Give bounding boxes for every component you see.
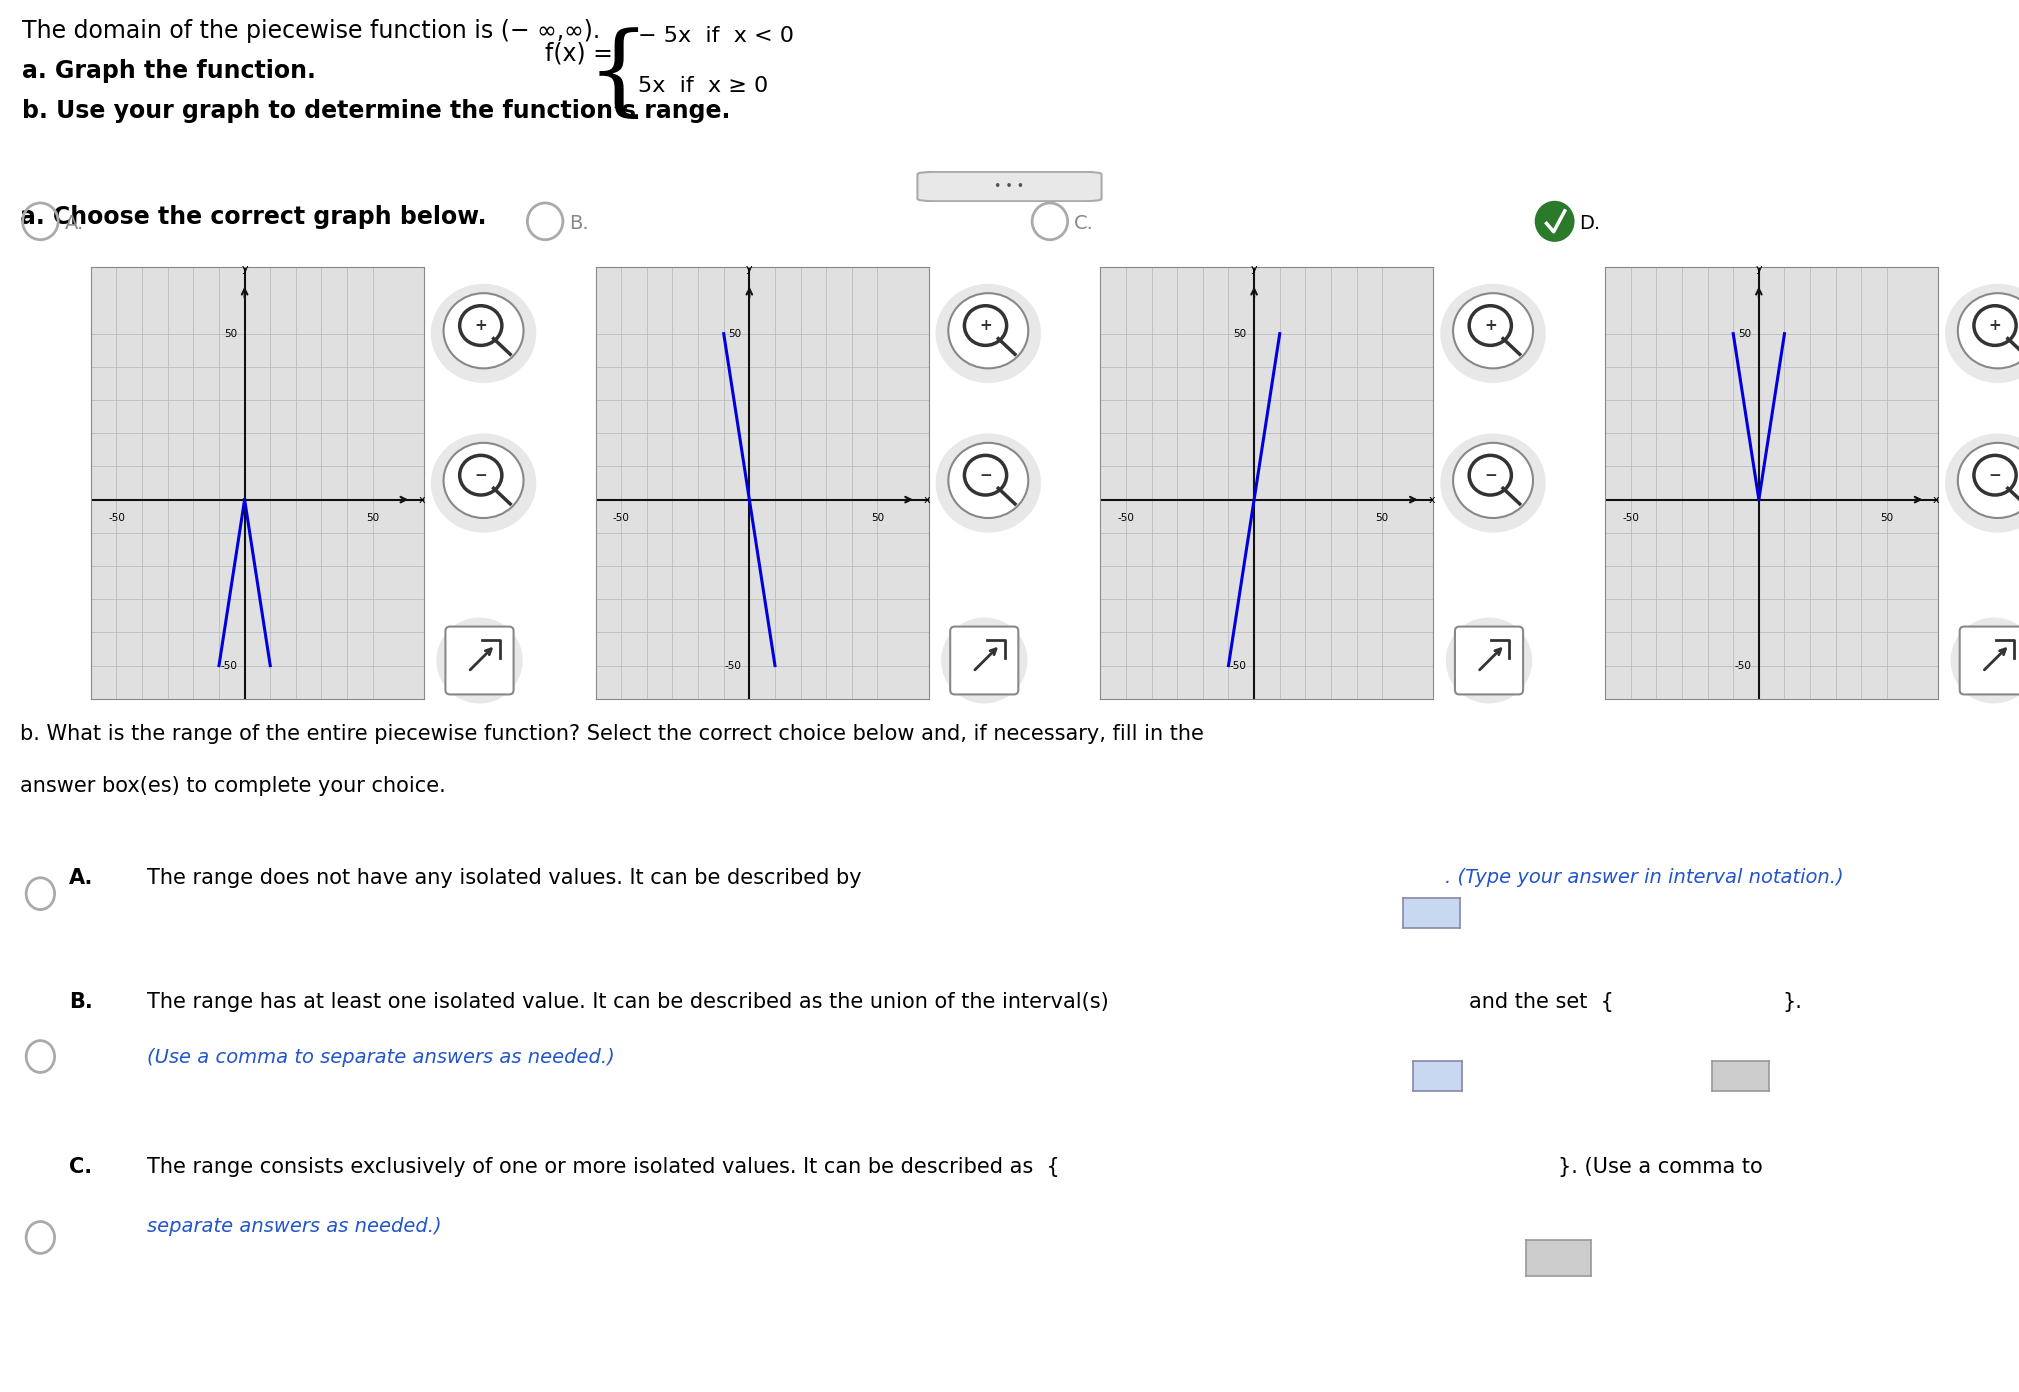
Text: -50: -50: [220, 661, 236, 671]
FancyBboxPatch shape: [951, 626, 1018, 695]
Circle shape: [436, 618, 523, 703]
Circle shape: [935, 284, 1042, 383]
Text: 50: 50: [1880, 512, 1894, 523]
Circle shape: [1440, 284, 1547, 383]
Text: A.: A.: [69, 867, 93, 888]
Text: The range consists exclusively of one or more isolated values. It can be describ: The range consists exclusively of one or…: [147, 1157, 1060, 1176]
Text: -50: -50: [1119, 512, 1135, 523]
Text: x: x: [923, 494, 931, 505]
Text: −: −: [474, 468, 487, 483]
Text: b. Use your graph to determine the function’s range.: b. Use your graph to determine the funct…: [22, 99, 731, 122]
Circle shape: [444, 443, 523, 518]
Text: The domain of the piecewise function is (− ∞,∞).: The domain of the piecewise function is …: [22, 19, 600, 43]
Circle shape: [949, 443, 1028, 518]
Circle shape: [1944, 433, 2019, 533]
Circle shape: [949, 294, 1028, 369]
Text: 50: 50: [1375, 512, 1389, 523]
Text: separate answers as needed.): separate answers as needed.): [147, 1217, 442, 1236]
Text: and the set  {: and the set {: [1470, 992, 1615, 1012]
Circle shape: [1440, 433, 1547, 533]
Text: -50: -50: [614, 512, 630, 523]
Text: +: +: [474, 317, 487, 333]
Text: y: y: [1757, 264, 1763, 274]
Circle shape: [444, 294, 523, 369]
Circle shape: [1446, 618, 1532, 703]
Text: −: −: [979, 468, 991, 483]
Text: x: x: [1427, 494, 1436, 505]
Text: −: −: [1484, 468, 1496, 483]
Text: answer box(es) to complete your choice.: answer box(es) to complete your choice.: [20, 777, 446, 796]
Text: }.: }.: [1783, 992, 1803, 1012]
FancyBboxPatch shape: [446, 626, 513, 695]
Text: -50: -50: [109, 512, 125, 523]
Text: y: y: [1252, 264, 1258, 274]
Circle shape: [430, 433, 537, 533]
Text: -50: -50: [725, 661, 741, 671]
Text: − 5x  if  x < 0: − 5x if x < 0: [638, 26, 793, 46]
Text: -50: -50: [1623, 512, 1639, 523]
Text: f(x) =: f(x) =: [545, 42, 614, 65]
Text: C.: C.: [1074, 214, 1094, 232]
Text: 50: 50: [729, 329, 741, 338]
FancyBboxPatch shape: [917, 171, 1102, 202]
Text: y: y: [747, 264, 753, 274]
Text: {: {: [586, 28, 650, 124]
Text: x: x: [1932, 494, 1940, 505]
Text: −: −: [1989, 468, 2001, 483]
Text: -50: -50: [1734, 661, 1750, 671]
Text: +: +: [979, 317, 991, 333]
Text: 5x  if  x ≥ 0: 5x if x ≥ 0: [638, 77, 769, 96]
Text: 50: 50: [1738, 329, 1750, 338]
Text: . (Type your answer in interval notation.): . (Type your answer in interval notation…: [1446, 867, 1843, 887]
Circle shape: [1950, 618, 2019, 703]
Text: }. (Use a comma to: }. (Use a comma to: [1557, 1157, 1763, 1176]
Text: y: y: [242, 264, 248, 274]
Text: b. What is the range of the entire piecewise function? Select the correct choice: b. What is the range of the entire piece…: [20, 724, 1203, 745]
Text: A.: A.: [65, 214, 85, 232]
Text: a. Choose the correct graph below.: a. Choose the correct graph below.: [20, 205, 487, 230]
Text: a. Graph the function.: a. Graph the function.: [22, 58, 315, 84]
Circle shape: [1536, 203, 1573, 239]
Text: 50: 50: [1234, 329, 1246, 338]
Circle shape: [1454, 443, 1532, 518]
Text: +: +: [1484, 317, 1496, 333]
Circle shape: [430, 284, 537, 383]
Text: The range does not have any isolated values. It can be described by: The range does not have any isolated val…: [147, 867, 862, 888]
Text: 50: 50: [870, 512, 884, 523]
Circle shape: [1958, 294, 2019, 369]
Text: D.: D.: [1579, 214, 1599, 232]
Circle shape: [941, 618, 1028, 703]
Text: (Use a comma to separate answers as needed.): (Use a comma to separate answers as need…: [147, 1048, 616, 1068]
Text: x: x: [418, 494, 426, 505]
Text: The range has at least one isolated value. It can be described as the union of t: The range has at least one isolated valu…: [147, 992, 1108, 1012]
Text: • • •: • • •: [995, 180, 1024, 193]
Text: 50: 50: [224, 329, 236, 338]
Text: C.: C.: [69, 1157, 93, 1176]
FancyBboxPatch shape: [1456, 626, 1522, 695]
Circle shape: [1454, 294, 1532, 369]
Text: +: +: [1989, 317, 2001, 333]
Text: 50: 50: [365, 512, 380, 523]
Circle shape: [1944, 284, 2019, 383]
Text: B.: B.: [69, 992, 93, 1012]
FancyBboxPatch shape: [1960, 626, 2019, 695]
Circle shape: [935, 433, 1042, 533]
Text: -50: -50: [1230, 661, 1246, 671]
Text: B.: B.: [569, 214, 590, 232]
Circle shape: [1958, 443, 2019, 518]
